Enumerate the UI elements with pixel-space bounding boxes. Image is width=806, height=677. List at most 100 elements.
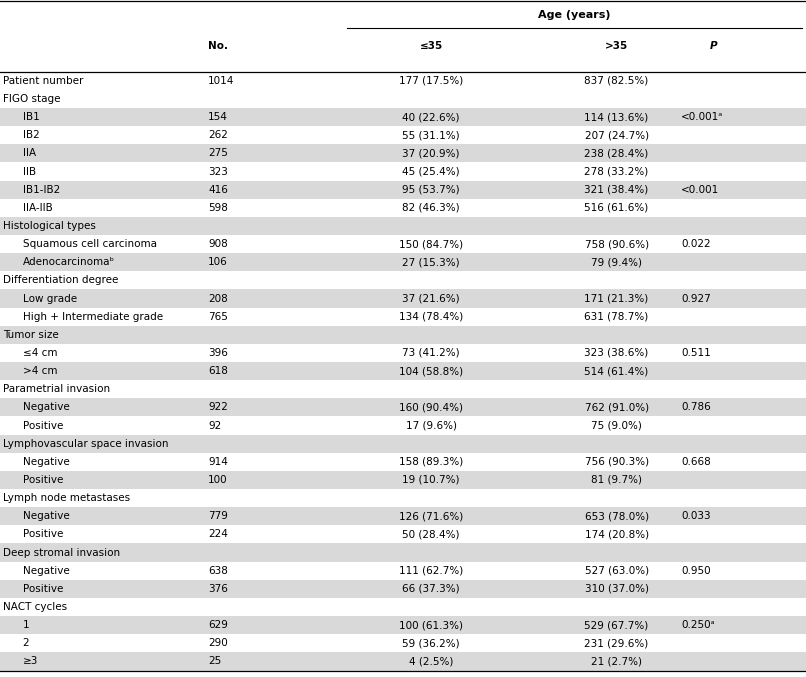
Bar: [0, 435, 806, 453]
Text: 779: 779: [208, 511, 228, 521]
Text: 514 (61.4%): 514 (61.4%): [584, 366, 649, 376]
Text: 177 (17.5%): 177 (17.5%): [399, 76, 463, 86]
Text: 922: 922: [208, 402, 228, 412]
Text: Differentiation degree: Differentiation degree: [3, 276, 118, 286]
Text: ≥3: ≥3: [23, 657, 38, 666]
Text: 75 (9.0%): 75 (9.0%): [591, 420, 642, 431]
Text: 0.511: 0.511: [681, 348, 711, 358]
Text: 150 (84.7%): 150 (84.7%): [399, 239, 463, 249]
Text: 765: 765: [208, 311, 228, 322]
Text: Negative: Negative: [23, 566, 69, 575]
Text: NACT cycles: NACT cycles: [3, 602, 68, 612]
Text: 0.250ᵃ: 0.250ᵃ: [681, 620, 715, 630]
Text: >35: >35: [605, 41, 628, 51]
Text: 82 (46.3%): 82 (46.3%): [402, 203, 460, 213]
Text: 73 (41.2%): 73 (41.2%): [402, 348, 460, 358]
Text: 208: 208: [208, 294, 228, 303]
Text: 95 (53.7%): 95 (53.7%): [402, 185, 460, 195]
Text: 653 (78.0%): 653 (78.0%): [584, 511, 649, 521]
Bar: [0, 580, 806, 598]
Text: 837 (82.5%): 837 (82.5%): [584, 76, 649, 86]
Text: 21 (2.7%): 21 (2.7%): [591, 657, 642, 666]
Text: 134 (78.4%): 134 (78.4%): [399, 311, 463, 322]
Text: 55 (31.1%): 55 (31.1%): [402, 130, 460, 140]
Text: Low grade: Low grade: [23, 294, 77, 303]
Text: 238 (28.4%): 238 (28.4%): [584, 148, 649, 158]
Text: 50 (28.4%): 50 (28.4%): [402, 529, 460, 540]
Text: Negative: Negative: [23, 457, 69, 467]
Text: 323 (38.6%): 323 (38.6%): [584, 348, 649, 358]
Text: 1: 1: [23, 620, 29, 630]
Text: 81 (9.7%): 81 (9.7%): [591, 475, 642, 485]
Text: 114 (13.6%): 114 (13.6%): [584, 112, 649, 122]
Text: 25: 25: [208, 657, 221, 666]
Bar: [0, 362, 806, 380]
Text: Negative: Negative: [23, 402, 69, 412]
Text: FIGO stage: FIGO stage: [3, 94, 60, 104]
Text: 40 (22.6%): 40 (22.6%): [402, 112, 460, 122]
Text: Positive: Positive: [23, 529, 63, 540]
Text: P: P: [709, 41, 717, 51]
Text: IB1-IB2: IB1-IB2: [23, 185, 60, 195]
Text: 275: 275: [208, 148, 228, 158]
Text: 278 (33.2%): 278 (33.2%): [584, 167, 649, 177]
Bar: [0, 144, 806, 162]
Text: 104 (58.8%): 104 (58.8%): [399, 366, 463, 376]
Text: Deep stromal invasion: Deep stromal invasion: [3, 548, 120, 558]
Text: Positive: Positive: [23, 475, 63, 485]
Text: Positive: Positive: [23, 584, 63, 594]
Text: 618: 618: [208, 366, 228, 376]
Text: 762 (91.0%): 762 (91.0%): [584, 402, 649, 412]
Text: 224: 224: [208, 529, 228, 540]
Text: 100 (61.3%): 100 (61.3%): [399, 620, 463, 630]
Text: 66 (37.3%): 66 (37.3%): [402, 584, 460, 594]
Text: 290: 290: [208, 638, 228, 649]
Text: <0.001ᵃ: <0.001ᵃ: [681, 112, 723, 122]
Text: 19 (10.7%): 19 (10.7%): [402, 475, 460, 485]
Text: Lymphovascular space invasion: Lymphovascular space invasion: [3, 439, 168, 449]
Bar: [0, 616, 806, 634]
Text: 37 (20.9%): 37 (20.9%): [402, 148, 460, 158]
Text: High + Intermediate grade: High + Intermediate grade: [23, 311, 163, 322]
Text: 160 (90.4%): 160 (90.4%): [399, 402, 463, 412]
Text: 516 (61.6%): 516 (61.6%): [584, 203, 649, 213]
Text: 106: 106: [208, 257, 228, 267]
Text: 323: 323: [208, 167, 228, 177]
Text: 158 (89.3%): 158 (89.3%): [399, 457, 463, 467]
Text: 416: 416: [208, 185, 228, 195]
Text: 174 (20.8%): 174 (20.8%): [584, 529, 649, 540]
Text: >4 cm: >4 cm: [23, 366, 57, 376]
Text: No.: No.: [208, 41, 228, 51]
Bar: [0, 326, 806, 344]
Text: 92: 92: [208, 420, 221, 431]
Text: 2: 2: [23, 638, 29, 649]
Bar: [0, 108, 806, 126]
Text: 0.927: 0.927: [681, 294, 711, 303]
Text: <0.001: <0.001: [681, 185, 719, 195]
Text: 0.033: 0.033: [681, 511, 711, 521]
Text: 1014: 1014: [208, 76, 235, 86]
Text: 207 (24.7%): 207 (24.7%): [584, 130, 649, 140]
Text: 0.022: 0.022: [681, 239, 711, 249]
Text: IIA-IIB: IIA-IIB: [23, 203, 52, 213]
Bar: [0, 507, 806, 525]
Text: 262: 262: [208, 130, 228, 140]
Text: IB2: IB2: [23, 130, 39, 140]
Bar: [0, 544, 806, 562]
Text: 45 (25.4%): 45 (25.4%): [402, 167, 460, 177]
Bar: [0, 398, 806, 416]
Text: 17 (9.6%): 17 (9.6%): [405, 420, 457, 431]
Text: 321 (38.4%): 321 (38.4%): [584, 185, 649, 195]
Text: Age (years): Age (years): [538, 10, 610, 20]
Text: 154: 154: [208, 112, 228, 122]
Text: IIB: IIB: [23, 167, 35, 177]
Text: 100: 100: [208, 475, 227, 485]
Text: 376: 376: [208, 584, 228, 594]
Text: 79 (9.4%): 79 (9.4%): [591, 257, 642, 267]
Text: 758 (90.6%): 758 (90.6%): [584, 239, 649, 249]
Bar: [0, 217, 806, 235]
Text: Negative: Negative: [23, 511, 69, 521]
Text: 27 (15.3%): 27 (15.3%): [402, 257, 460, 267]
Text: 638: 638: [208, 566, 228, 575]
Text: 37 (21.6%): 37 (21.6%): [402, 294, 460, 303]
